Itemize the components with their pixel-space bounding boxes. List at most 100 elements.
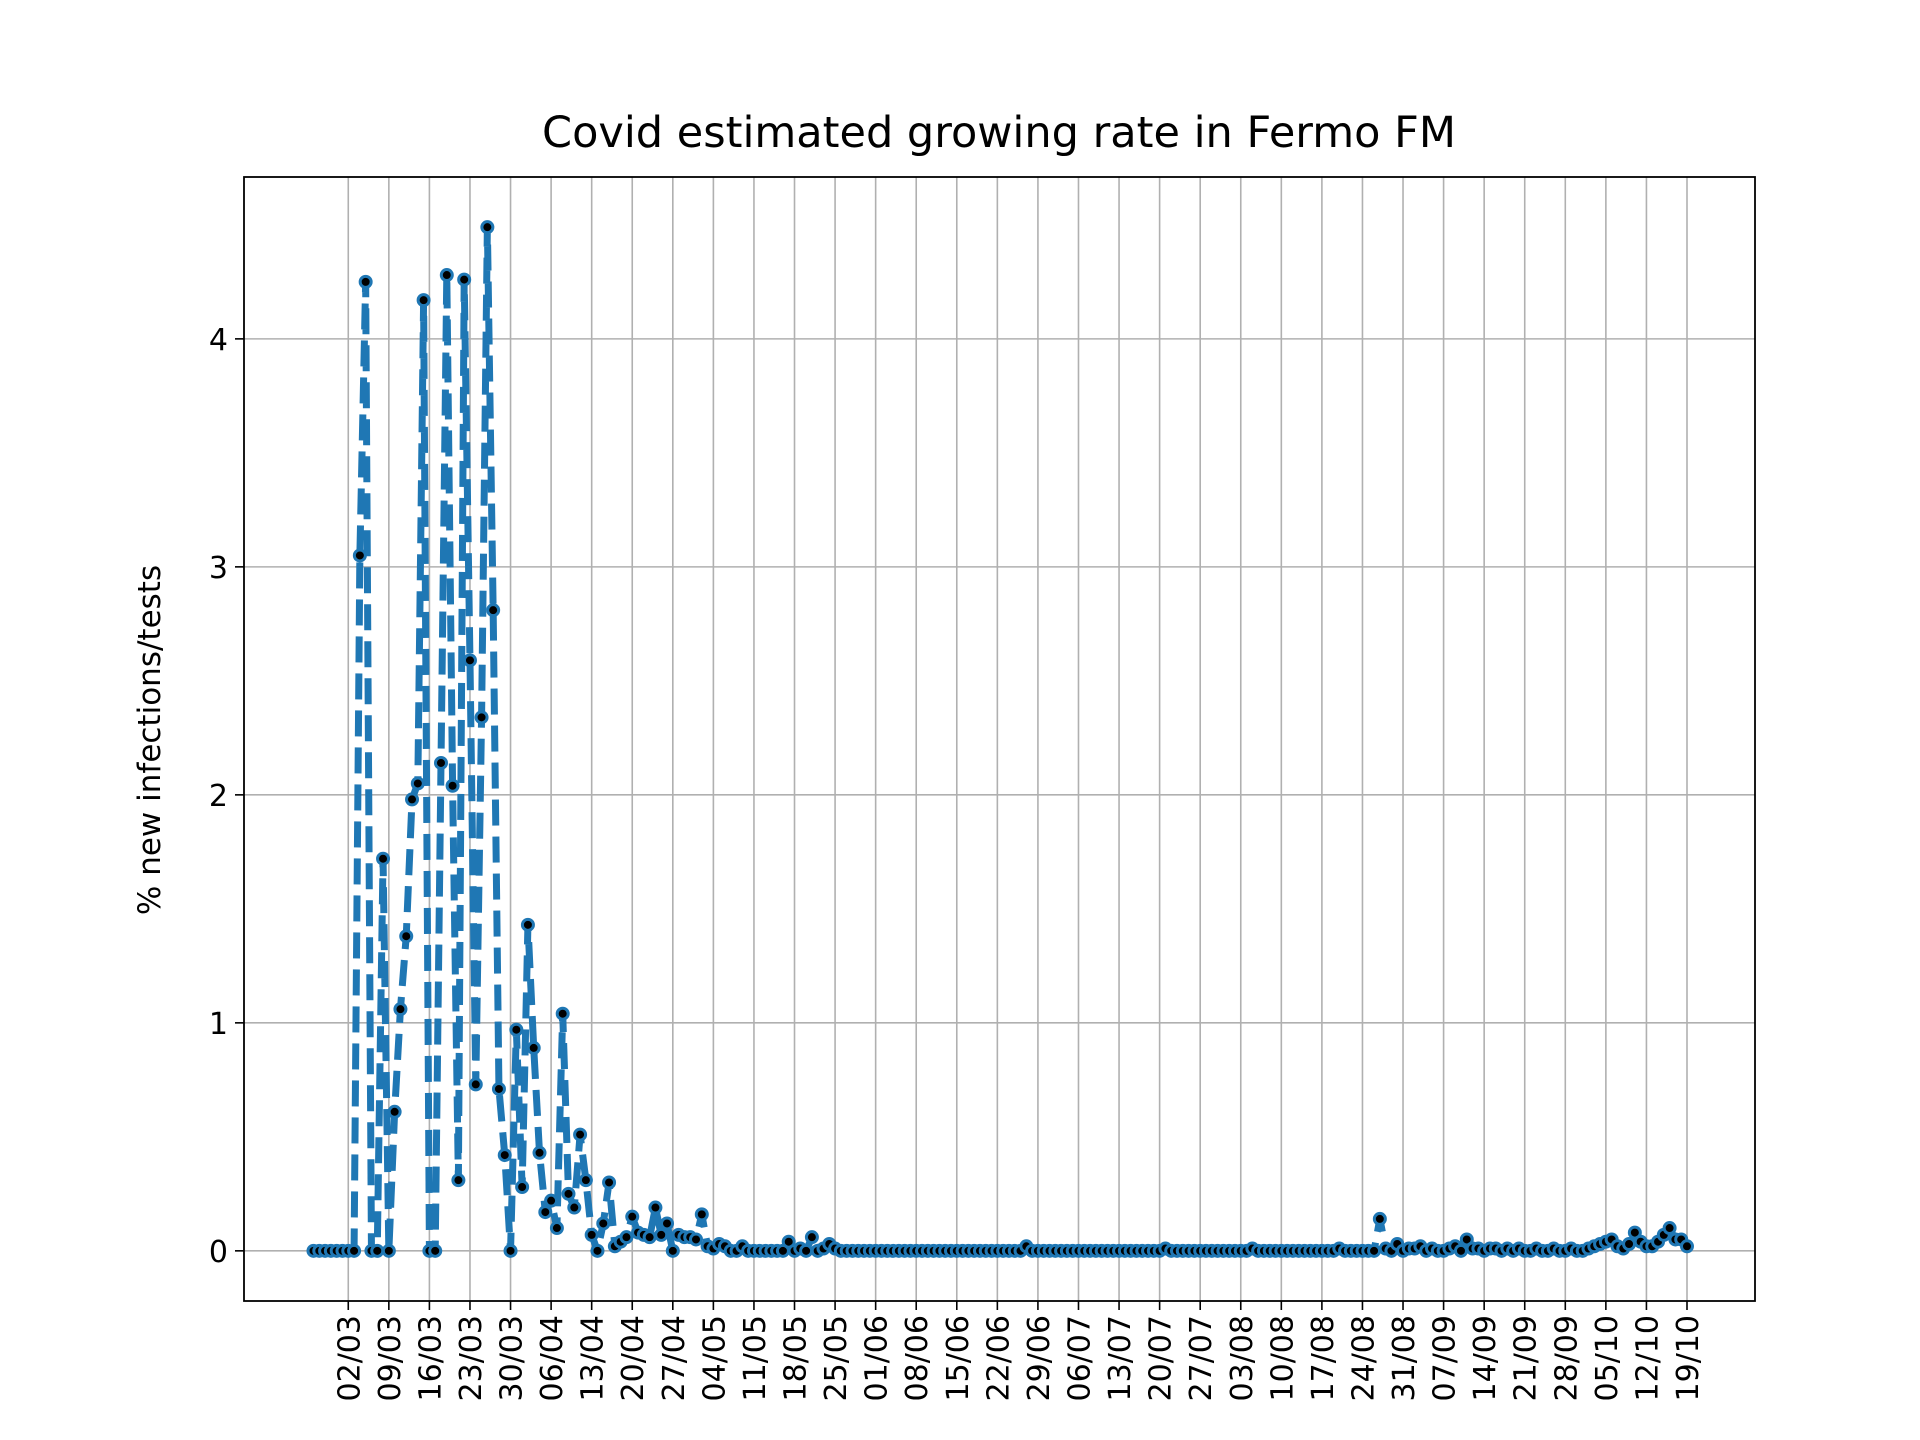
data-point bbox=[480, 220, 495, 235]
y-axis-label: % new infections/tests bbox=[132, 565, 168, 915]
data-point bbox=[376, 851, 391, 866]
data-point bbox=[457, 272, 472, 287]
x-tick-label: 14/09 bbox=[1468, 1315, 1503, 1401]
data-point bbox=[515, 1180, 530, 1195]
data-point bbox=[491, 1081, 506, 1096]
data-point bbox=[445, 778, 460, 793]
data-point bbox=[532, 1145, 547, 1160]
x-tick-label: 27/04 bbox=[657, 1315, 692, 1401]
x-tick-label: 10/08 bbox=[1265, 1315, 1300, 1401]
data-point bbox=[538, 1205, 553, 1220]
data-point bbox=[544, 1193, 559, 1208]
data-point bbox=[439, 268, 454, 283]
data-point bbox=[451, 1173, 466, 1188]
x-tick-label: 13/07 bbox=[1103, 1315, 1138, 1401]
y-tick-label: 1 bbox=[209, 1007, 228, 1042]
x-tick-label: 12/10 bbox=[1630, 1315, 1665, 1401]
x-tick-label: 08/06 bbox=[900, 1315, 935, 1401]
data-point bbox=[642, 1230, 657, 1245]
data-point bbox=[619, 1230, 634, 1245]
x-tick-label: 06/04 bbox=[535, 1315, 570, 1401]
x-tick-label: 07/09 bbox=[1428, 1315, 1463, 1401]
data-point bbox=[347, 1243, 362, 1258]
data-point bbox=[1622, 1237, 1637, 1252]
data-point bbox=[520, 917, 535, 932]
data-point bbox=[804, 1230, 819, 1245]
x-tick-label: 31/08 bbox=[1387, 1315, 1422, 1401]
data-point bbox=[567, 1200, 582, 1215]
data-point bbox=[358, 274, 373, 289]
data-point bbox=[1372, 1211, 1387, 1226]
x-tick-label: 03/08 bbox=[1225, 1315, 1260, 1401]
data-point bbox=[660, 1216, 675, 1231]
x-tick-label: 20/07 bbox=[1144, 1315, 1179, 1401]
data-point bbox=[387, 1104, 402, 1119]
data-point bbox=[352, 548, 367, 563]
x-tick-label: 05/10 bbox=[1590, 1315, 1625, 1401]
y-tick-label: 3 bbox=[209, 551, 228, 586]
data-point bbox=[694, 1207, 709, 1222]
x-tick-label: 28/09 bbox=[1549, 1315, 1584, 1401]
data-point bbox=[462, 653, 477, 668]
x-tick-label: 18/05 bbox=[779, 1315, 814, 1401]
data-point bbox=[654, 1227, 669, 1242]
data-point bbox=[648, 1200, 663, 1215]
data-point bbox=[486, 603, 501, 618]
data-point bbox=[399, 929, 414, 944]
x-tick-label: 16/03 bbox=[413, 1315, 448, 1401]
x-tick-label: 06/07 bbox=[1062, 1315, 1097, 1401]
x-tick-label: 24/08 bbox=[1346, 1315, 1381, 1401]
data-point bbox=[405, 792, 420, 807]
data-point bbox=[526, 1040, 541, 1055]
data-point bbox=[549, 1221, 564, 1236]
x-tick-label: 04/05 bbox=[697, 1315, 732, 1401]
data-point bbox=[468, 1077, 483, 1092]
chart-title: Covid estimated growing rate in Fermo FM bbox=[542, 108, 1456, 158]
x-tick-label: 15/06 bbox=[941, 1315, 976, 1401]
data-point bbox=[665, 1243, 680, 1258]
data-point bbox=[573, 1127, 588, 1142]
x-tick-label: 09/03 bbox=[373, 1315, 408, 1401]
data-point bbox=[1680, 1239, 1694, 1254]
y-tick-label: 4 bbox=[209, 323, 228, 358]
data-point bbox=[555, 1006, 570, 1021]
data-point bbox=[596, 1216, 611, 1231]
data-point bbox=[590, 1243, 605, 1258]
data-point bbox=[497, 1148, 512, 1163]
data-point bbox=[1367, 1243, 1382, 1258]
data-point bbox=[584, 1227, 599, 1242]
x-tick-label: 11/05 bbox=[738, 1315, 773, 1401]
x-tick-label: 17/08 bbox=[1306, 1315, 1341, 1401]
x-tick-label: 02/03 bbox=[332, 1315, 367, 1401]
plot-frame bbox=[243, 176, 1756, 1302]
x-tick-label: 19/10 bbox=[1671, 1315, 1706, 1401]
y-tick-label: 2 bbox=[209, 779, 228, 814]
x-tick-label: 01/06 bbox=[860, 1315, 895, 1401]
x-tick-label: 21/09 bbox=[1509, 1315, 1544, 1401]
x-tick-label: 20/04 bbox=[616, 1315, 651, 1401]
data-point bbox=[625, 1209, 640, 1224]
x-tick-label: 29/06 bbox=[1022, 1315, 1057, 1401]
data-point bbox=[393, 1002, 408, 1017]
data-point bbox=[561, 1186, 576, 1201]
x-tick-label: 30/03 bbox=[495, 1315, 530, 1401]
data-point bbox=[503, 1243, 518, 1258]
data-point bbox=[688, 1232, 703, 1247]
data-point bbox=[578, 1173, 593, 1188]
data-point bbox=[1662, 1221, 1677, 1236]
data-point bbox=[416, 293, 431, 308]
data-point bbox=[410, 776, 425, 791]
x-tick-label: 13/04 bbox=[576, 1315, 611, 1401]
data-point bbox=[602, 1175, 617, 1190]
x-tick-label: 22/06 bbox=[981, 1315, 1016, 1401]
data-point bbox=[799, 1243, 814, 1258]
data-point bbox=[381, 1243, 396, 1258]
y-tick-label: 0 bbox=[209, 1235, 228, 1270]
data-point bbox=[370, 1243, 385, 1258]
data-point bbox=[1453, 1243, 1468, 1258]
x-tick-label: 25/05 bbox=[819, 1315, 854, 1401]
data-point bbox=[428, 1243, 443, 1258]
